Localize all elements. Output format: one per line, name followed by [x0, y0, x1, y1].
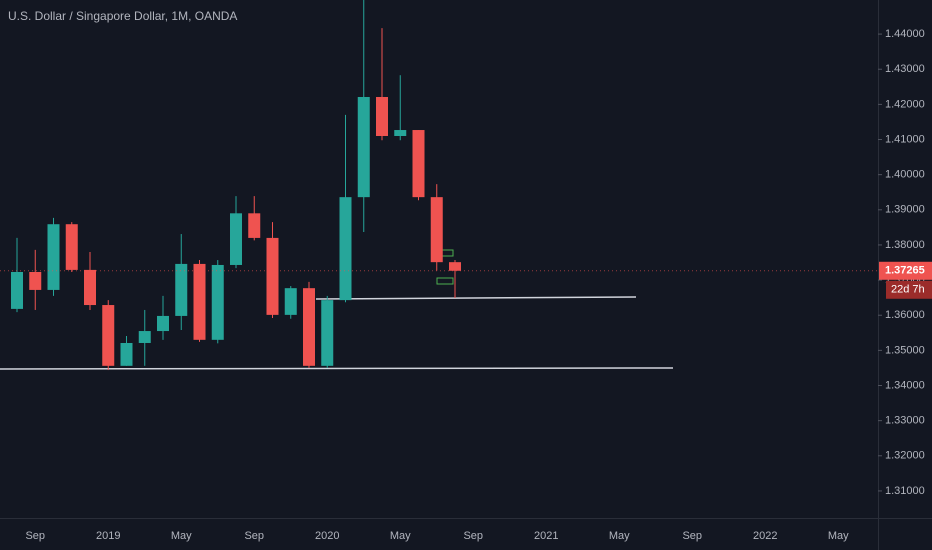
candle-body	[47, 224, 60, 290]
candle-body	[11, 272, 23, 309]
candle-body	[248, 213, 261, 238]
y-tick-label: 1.38000	[885, 239, 925, 251]
x-tick-label: May	[609, 530, 630, 542]
candle-body	[357, 96, 370, 198]
candle-body	[339, 197, 352, 301]
last-price-label: 1.37265	[885, 265, 925, 277]
countdown-box	[886, 280, 932, 299]
x-tick-label: Sep	[25, 530, 45, 542]
candle-body	[193, 263, 206, 340]
x-tick-label: 2019	[96, 530, 120, 542]
candle-body	[102, 305, 115, 366]
support-line[interactable]	[315, 296, 637, 300]
y-tick-label: 1.41000	[885, 133, 925, 145]
candle-body	[303, 288, 315, 366]
candle-body	[412, 130, 425, 198]
last-price-box	[879, 261, 932, 280]
support-line[interactable]	[0, 367, 674, 370]
candle-body	[449, 262, 461, 271]
y-tick-label: 1.39000	[885, 204, 925, 216]
x-tick-label: Sep	[244, 530, 264, 542]
candle-body	[230, 213, 242, 265]
x-tick-label: Sep	[463, 530, 483, 542]
y-tick-label: 1.44000	[885, 28, 925, 40]
drawing-box[interactable]	[436, 277, 454, 285]
x-tick-label: May	[828, 530, 849, 542]
plot-area	[0, 0, 878, 371]
candle-body	[266, 237, 279, 315]
candle-body	[394, 130, 407, 137]
candle-body	[376, 96, 388, 137]
y-tick-label: 1.43000	[885, 63, 925, 75]
x-tick-label: May	[171, 530, 192, 542]
countdown-label: 22d 7h	[891, 284, 925, 296]
x-tick-label: 2022	[753, 530, 777, 542]
y-tick-label: 1.36000	[885, 309, 925, 321]
candle-body	[84, 269, 96, 306]
x-tick-label: Sep	[682, 530, 702, 542]
y-tick-label: 1.33000	[885, 415, 925, 427]
candle-body	[120, 342, 133, 366]
y-tick-label: 1.34000	[885, 379, 925, 391]
candle-body	[211, 264, 224, 340]
candle-body	[65, 224, 78, 270]
x-tick-label: 2021	[534, 530, 558, 542]
y-tick-label: 1.40000	[885, 169, 925, 181]
y-tick-label: 1.31000	[885, 485, 925, 497]
x-tick-label: 2020	[315, 530, 339, 542]
candle-body	[430, 197, 443, 263]
candle-body	[138, 331, 151, 343]
candle-body	[29, 272, 42, 290]
y-tick-label: 1.42000	[885, 98, 925, 110]
y-tick-label: 1.32000	[885, 450, 925, 462]
x-tick-label: May	[390, 530, 411, 542]
candle-body	[157, 315, 169, 332]
candle-body	[284, 288, 297, 315]
candle-body	[175, 263, 188, 316]
y-tick-label: 1.35000	[885, 344, 925, 356]
chart-title: U.S. Dollar / Singapore Dollar, 1M, OAND…	[8, 9, 237, 23]
candle-body	[321, 300, 334, 366]
